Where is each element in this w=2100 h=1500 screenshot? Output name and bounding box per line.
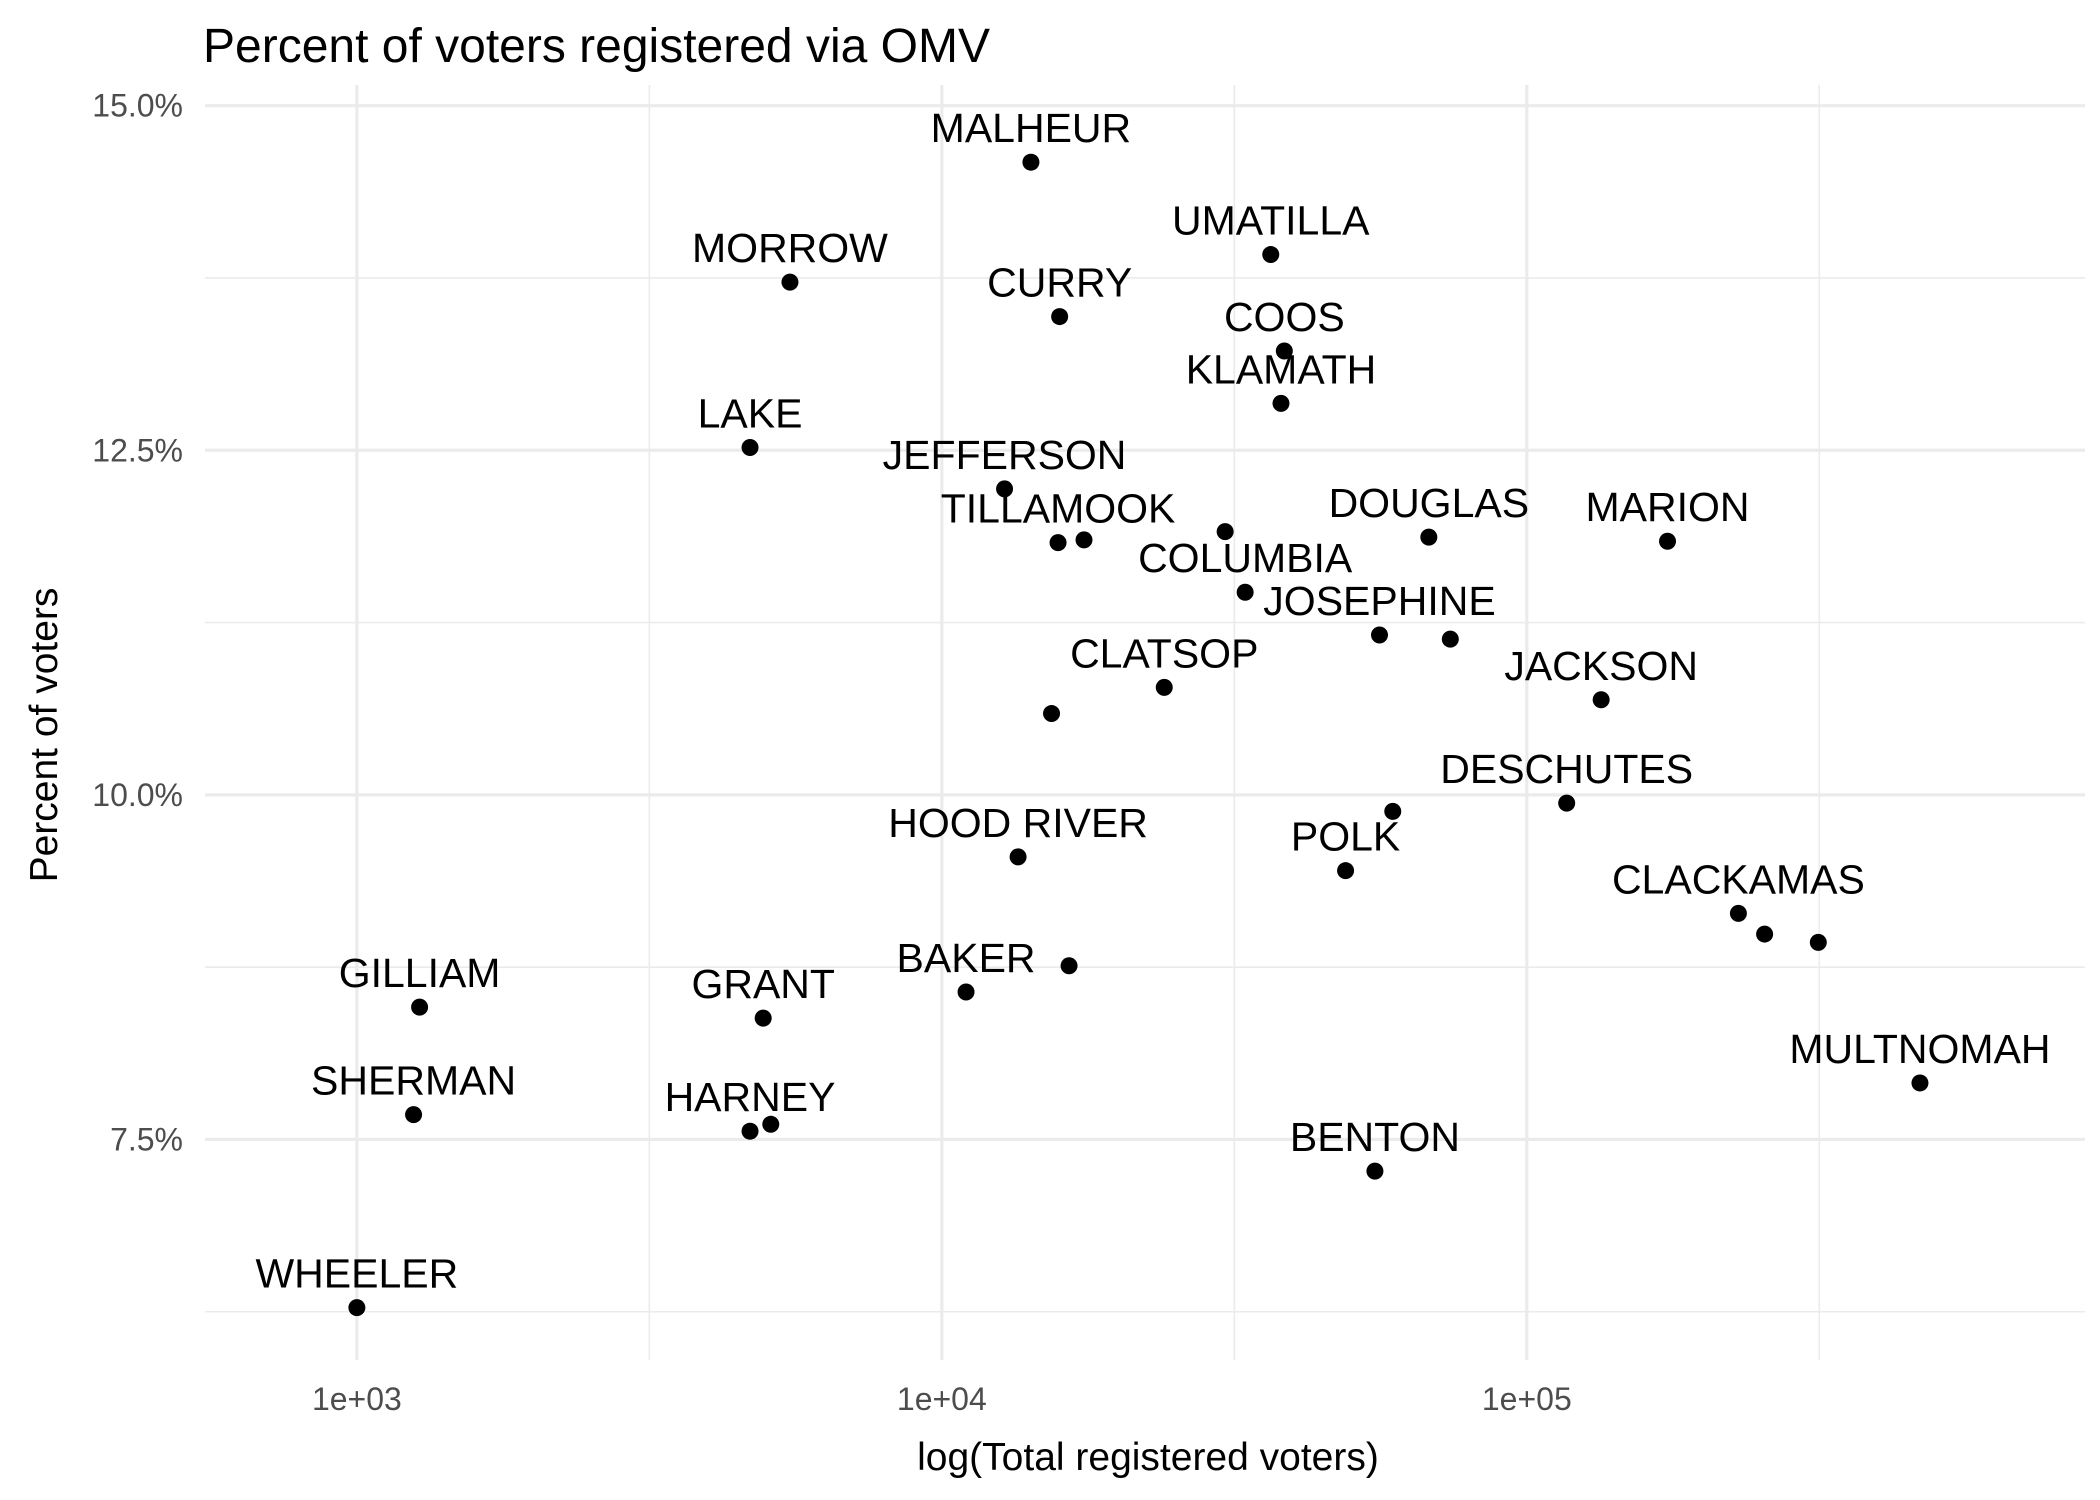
y-tick-label: 12.5% (92, 432, 183, 468)
data-point (762, 1115, 780, 1133)
point-label: DESCHUTES (1440, 746, 1693, 792)
data-point (741, 439, 759, 457)
data-point (348, 1299, 366, 1317)
data-point (1060, 957, 1078, 975)
point-label: BENTON (1290, 1114, 1460, 1160)
point-label: KLAMATH (1186, 346, 1377, 392)
data-point (754, 1009, 772, 1027)
point-label: WHEELER (255, 1251, 458, 1297)
y-tick-label: 15.0% (92, 88, 183, 124)
data-point (1075, 531, 1093, 549)
x-tick-label: 1e+05 (1482, 1381, 1572, 1417)
point-label: BAKER (897, 935, 1036, 981)
data-point (1911, 1074, 1929, 1092)
point-label: CLACKAMAS (1612, 856, 1865, 902)
point-label: TILLAMOOK (941, 486, 1176, 532)
point-label: MARION (1586, 484, 1750, 530)
data-points (348, 153, 1929, 1317)
data-point (1441, 630, 1459, 648)
y-tick-labels: 7.5% 10.0% 12.5% 15.0% (92, 88, 183, 1158)
data-point (1275, 342, 1293, 360)
point-label: GRANT (691, 961, 835, 1007)
data-point (1371, 626, 1389, 644)
data-point (1659, 532, 1677, 550)
point-label: CLATSOP (1070, 630, 1258, 676)
point-label: COOS (1224, 294, 1345, 340)
point-label: MULTNOMAH (1789, 1026, 2050, 1072)
data-point (741, 1122, 759, 1140)
x-axis-title: log(Total registered voters) (917, 1436, 1379, 1479)
point-label: SHERMAN (311, 1058, 516, 1104)
data-point (1043, 705, 1061, 723)
point-label: UMATILLA (1172, 198, 1370, 244)
data-point (1022, 153, 1040, 171)
point-label: JOSEPHINE (1263, 578, 1495, 624)
point-label: LAKE (698, 391, 803, 437)
x-tick-labels: 1e+03 1e+04 1e+05 (312, 1381, 1572, 1417)
y-axis-title: Percent of voters (23, 588, 66, 883)
point-label: JACKSON (1504, 643, 1698, 689)
data-point (1809, 933, 1827, 951)
data-point (405, 1106, 423, 1124)
point-label: MALHEUR (931, 105, 1131, 151)
data-point (781, 273, 799, 291)
point-label: MORROW (692, 225, 888, 271)
point-label: HOOD RIVER (888, 800, 1148, 846)
x-tick-label: 1e+03 (312, 1381, 402, 1417)
data-point (1729, 904, 1747, 922)
data-point (1272, 394, 1290, 412)
chart-title: Percent of voters registered via OMV (203, 20, 990, 73)
data-point (1558, 794, 1576, 812)
y-tick-label: 10.0% (92, 777, 183, 813)
gridlines (205, 85, 2085, 1360)
point-label: HARNEY (665, 1074, 836, 1120)
data-point (1236, 583, 1254, 601)
data-point (1155, 678, 1173, 696)
data-point (411, 998, 429, 1016)
data-point (957, 983, 975, 1001)
point-label: JEFFERSON (883, 432, 1127, 478)
point-label: DOUGLAS (1329, 480, 1530, 526)
point-labels: MALHEUR MORROW UMATILLA CURRY COOS KLAMATH LAK… (255, 105, 2050, 1296)
y-tick-label: 7.5% (110, 1121, 183, 1157)
data-point (1756, 925, 1774, 943)
data-point (1051, 308, 1069, 326)
data-point (1262, 246, 1280, 264)
data-point (1337, 862, 1355, 880)
point-label: GILLIAM (339, 950, 501, 996)
data-point (1216, 523, 1234, 541)
data-point (1420, 528, 1438, 546)
data-point (1009, 848, 1027, 866)
data-point (1384, 802, 1402, 820)
point-label: COLUMBIA (1138, 535, 1353, 581)
x-tick-label: 1e+04 (897, 1381, 987, 1417)
data-point (996, 480, 1014, 498)
point-label: POLK (1291, 814, 1400, 860)
data-point (1366, 1162, 1384, 1180)
data-point (1049, 534, 1067, 552)
point-label: CURRY (987, 260, 1132, 306)
data-point (1592, 691, 1610, 709)
